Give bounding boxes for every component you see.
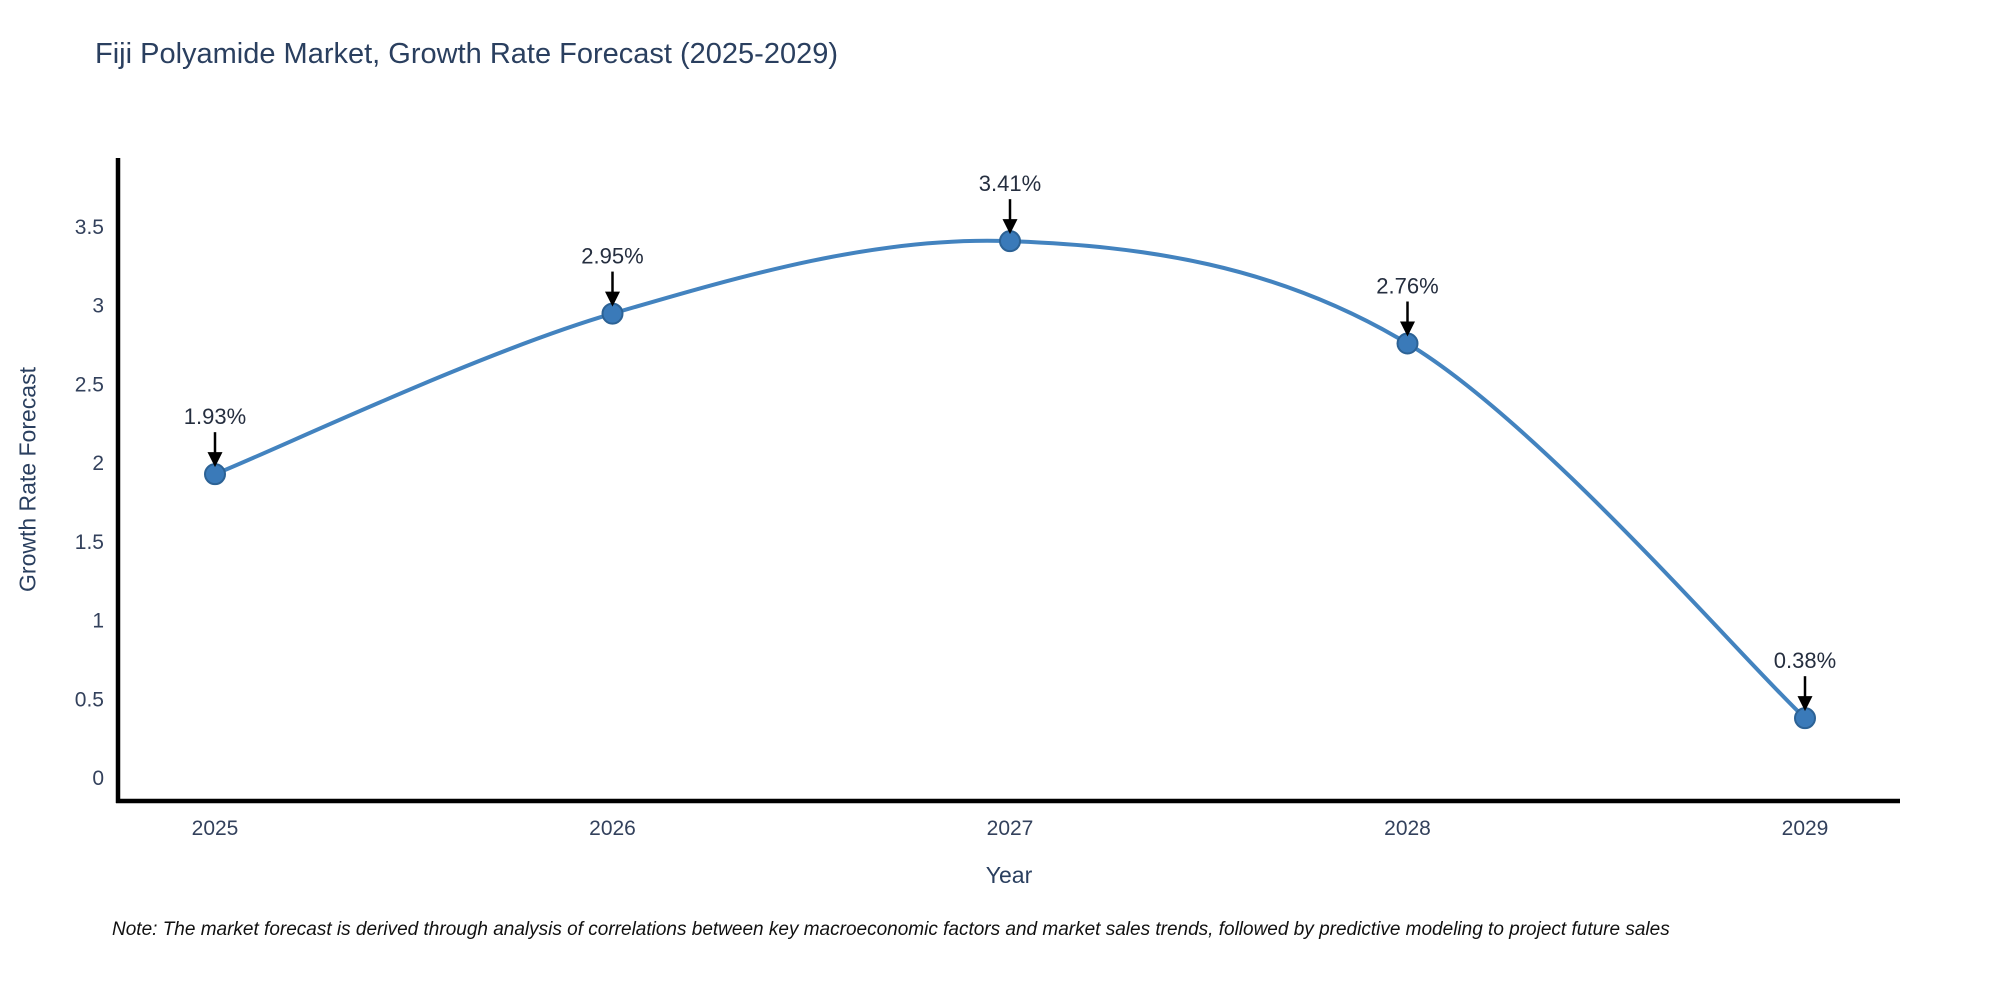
- x-tick-label: 2025: [192, 817, 239, 840]
- x-tick-label: 2027: [987, 817, 1034, 840]
- x-tick-labels-group: 2025 2026 2027 2028 2029: [192, 817, 1829, 840]
- y-tick-label: 3.5: [75, 216, 104, 239]
- x-axis-title: Year: [985, 862, 1033, 888]
- y-tick-labels-group: 0 0.5 1 1.5 2 2.5 3 3.5: [75, 216, 104, 790]
- y-tick-label: 0: [92, 767, 104, 790]
- y-tick-label: 2: [92, 452, 104, 475]
- footnote: Note: The market forecast is derived thr…: [112, 919, 1670, 940]
- axes-group: [115, 158, 1900, 804]
- annotation-arrowhead: [1400, 321, 1415, 337]
- annotation-arrowhead: [1002, 219, 1018, 235]
- chart-title: Fiji Polyamide Market, Growth Rate Forec…: [95, 38, 839, 70]
- y-tick-label: 0.5: [75, 688, 104, 711]
- x-tick-label: 2029: [1782, 817, 1829, 840]
- series-line: [213, 238, 1807, 721]
- x-tick-label: 2028: [1384, 817, 1431, 840]
- annotation-label: 2.95%: [581, 244, 643, 269]
- annotation-label: 2.76%: [1376, 273, 1438, 298]
- annotation-arrowhead: [1797, 696, 1813, 712]
- x-tick-label: 2026: [589, 817, 636, 840]
- y-tick-label: 2.5: [75, 373, 104, 396]
- annotation-label: 3.41%: [979, 171, 1041, 196]
- y-tick-label: 3: [92, 295, 104, 318]
- series-line-group: [213, 238, 1807, 721]
- annotation-arrowhead: [207, 452, 223, 468]
- annotation-label: 0.38%: [1774, 648, 1836, 673]
- y-tick-label: 1: [92, 610, 104, 633]
- annotation-label: 1.93%: [184, 404, 246, 429]
- y-tick-label: 1.5: [75, 531, 104, 554]
- annotations-group: 1.93% 2.95% 3.41% 2.76% 0.38%: [184, 171, 1836, 712]
- annotation-arrowhead: [605, 291, 620, 307]
